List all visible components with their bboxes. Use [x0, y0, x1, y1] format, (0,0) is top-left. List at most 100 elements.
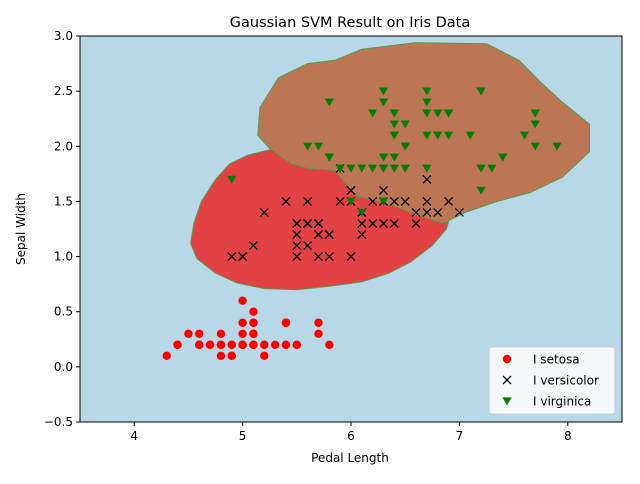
i-setosa-point: [314, 318, 323, 327]
i-virginica-point: [324, 153, 334, 162]
i-versicolor-point: [281, 196, 291, 206]
i-versicolor-point: [379, 219, 388, 228]
y-tick-label: 1.5: [54, 194, 73, 208]
i-versicolor-point: [422, 196, 432, 206]
legend-box: [488, 346, 616, 415]
i-setosa-point: [173, 340, 182, 349]
i-versicolor-point: [368, 219, 378, 228]
axis-ticks: 4 5 6 7 8 −0.5 0.0 0.5 1.0 1.5 2.0 2.5 3.0: [44, 29, 572, 443]
legend: I setosa I versicolor I virginica: [488, 346, 616, 415]
i-setosa-point: [249, 318, 258, 327]
i-virginica-point: [378, 98, 389, 107]
i-setosa-point: [195, 340, 204, 349]
i-virginica-point: [357, 164, 367, 173]
legend-label: I virginica: [533, 395, 591, 409]
i-setosa-point: [281, 318, 291, 327]
i-setosa-point: [238, 318, 247, 327]
i-setosa-point: [216, 329, 226, 338]
i-virginica-point: [313, 142, 324, 151]
i-setosa-point: [216, 340, 226, 349]
y-tick-label: 2.0: [54, 139, 73, 153]
i-virginica-point: [378, 164, 389, 173]
i-versicolor-point: [259, 207, 269, 217]
i-versicolor-point: [379, 185, 388, 195]
i-setosa-point: [162, 351, 171, 361]
i-virginica-point: [378, 153, 389, 162]
i-virginica-point: [476, 87, 486, 96]
i-versicolor-point: [292, 252, 302, 262]
i-setosa-point: [249, 329, 258, 338]
i-setosa-point: [238, 329, 247, 338]
i-virginica-point: [487, 164, 497, 173]
y-tick-label: 1.0: [54, 250, 73, 264]
i-virginica-point: [422, 109, 432, 118]
i-versicolor-point: [411, 207, 421, 217]
i-setosa-point: [260, 340, 269, 349]
i-versicolor-point: [335, 196, 345, 206]
i-setosa-point: [270, 340, 280, 349]
i-versicolor-point: [389, 219, 399, 228]
x-tick-label: 7: [456, 429, 464, 443]
i-virginica-point: [422, 87, 432, 96]
i-virginica-point: [303, 142, 313, 151]
i-virginica-point: [400, 120, 410, 129]
i-virginica-point: [433, 131, 443, 140]
data-points: [162, 87, 562, 361]
i-virginica-point: [530, 120, 540, 129]
i-setosa-point: [314, 329, 323, 338]
i-virginica-point: [552, 142, 562, 151]
i-virginica-point: [400, 164, 410, 173]
i-virginica-point: [227, 175, 237, 184]
y-tick-label: 0.5: [54, 305, 73, 319]
i-virginica-point: [357, 208, 367, 217]
legend-marker: [502, 375, 512, 385]
i-versicolor-point: [368, 196, 378, 206]
i-virginica-point: [422, 131, 432, 140]
i-virginica-point: [422, 98, 432, 107]
i-setosa-point: [205, 340, 215, 349]
i-versicolor-point: [422, 174, 432, 184]
i-versicolor-point: [357, 230, 367, 239]
i-virginica-point: [346, 164, 356, 173]
legend-marker: [502, 354, 512, 364]
i-versicolor-point: [433, 207, 443, 217]
i-virginica-point: [389, 120, 399, 129]
i-versicolor-point: [303, 241, 313, 251]
i-versicolor-point: [357, 219, 367, 228]
i-setosa-point: [216, 351, 226, 361]
i-versicolor-point: [314, 252, 323, 262]
i-versicolor-point: [292, 230, 302, 239]
i-virginica-point: [368, 164, 378, 173]
i-setosa-point: [292, 340, 301, 349]
i-versicolor-point: [324, 252, 334, 262]
i-virginica-point: [378, 197, 389, 206]
x-axis-label: Pedal Length: [311, 451, 389, 465]
x-tick-label: 5: [239, 429, 247, 443]
i-versicolor-point: [314, 219, 323, 228]
i-versicolor-point: [303, 196, 313, 206]
i-virginica-point: [389, 164, 399, 173]
i-virginica-point: [389, 153, 399, 162]
i-versicolor-point: [324, 230, 334, 239]
i-versicolor-point: [248, 241, 258, 251]
x-tick-label: 4: [130, 429, 138, 443]
i-setosa-point: [249, 307, 258, 316]
chart-title: Gaussian SVM Result on Iris Data: [230, 15, 471, 31]
legend-label: I versicolor: [533, 374, 599, 388]
i-versicolor-point: [303, 219, 313, 228]
i-setosa-point: [238, 340, 247, 349]
i-setosa-point: [227, 351, 236, 361]
i-setosa-point: [260, 351, 269, 361]
i-setosa-point: [281, 340, 291, 349]
y-tick-label: −0.5: [44, 415, 73, 429]
legend-marker: [502, 397, 512, 406]
i-versicolor-point: [346, 252, 356, 262]
i-virginica-point: [324, 98, 334, 107]
i-versicolor-point: [389, 196, 399, 206]
i-virginica-point: [378, 87, 389, 96]
i-virginica-point: [335, 164, 345, 173]
i-setosa-point: [184, 329, 193, 338]
i-versicolor-point: [314, 230, 323, 239]
x-tick-label: 6: [347, 429, 355, 443]
